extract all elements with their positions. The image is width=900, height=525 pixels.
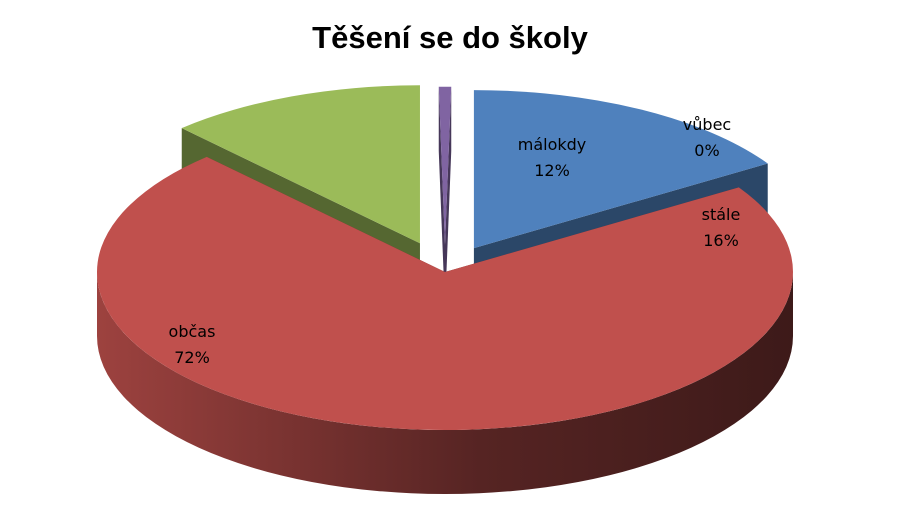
pie-slice-side-wall — [438, 86, 445, 309]
pie-slice-0 — [473, 90, 768, 249]
slice-category-label: vůbec — [683, 115, 731, 134]
pie-slice-outer-wall — [97, 272, 793, 494]
pie-slice-3 — [438, 86, 452, 245]
slice-value-label: 12% — [534, 161, 570, 180]
pie-slice-side-wall — [445, 86, 452, 309]
slice-value-label: 72% — [174, 348, 210, 367]
slice-value-label: 0% — [694, 141, 719, 160]
pie-tops — [97, 85, 794, 431]
slice-category-label: občas — [169, 322, 216, 341]
pie-slice-1 — [97, 156, 794, 431]
slice-category-label: málokdy — [518, 135, 587, 154]
pie-slice-2 — [181, 85, 420, 244]
chart-title: Těšení se do školy — [312, 20, 588, 55]
pie-labels: stále 16% občas 72% málokdy 12% vůbec 0% — [169, 115, 741, 367]
slice-value-label: 16% — [703, 231, 739, 250]
slice-category-label: stále — [702, 205, 741, 224]
